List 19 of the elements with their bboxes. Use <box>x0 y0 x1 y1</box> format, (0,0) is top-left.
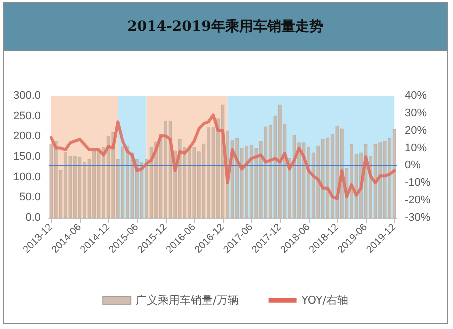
y2-tick-label: 20% <box>405 124 428 137</box>
y2-tick-label: -10% <box>405 177 431 190</box>
y-tick-label: 300.0 <box>13 90 41 102</box>
y2-tick-label: -30% <box>405 212 431 224</box>
legend-label: YOY/右轴 <box>300 294 348 307</box>
legend-label: 广义乘用车销量/万辆 <box>136 294 239 307</box>
y2-tick-label: 0% <box>405 160 422 172</box>
y-tick-label: 50.0 <box>20 192 41 204</box>
y-tick-label: 150.0 <box>13 151 41 163</box>
y2-tick-label: 40% <box>405 90 428 102</box>
y2-tick-label: -20% <box>405 194 431 207</box>
y-tick-label: 200.0 <box>13 130 41 143</box>
y-tick-label: 0.0 <box>26 212 41 224</box>
y2-tick-label: 10% <box>405 142 428 154</box>
y-tick-label: 100.0 <box>13 171 41 184</box>
y2-tick-label: 30% <box>405 107 428 120</box>
y-tick-label: 250.0 <box>13 110 41 122</box>
chart-title: 2014-2019年乘用车销量走势 <box>4 3 447 51</box>
line-series <box>50 114 396 200</box>
